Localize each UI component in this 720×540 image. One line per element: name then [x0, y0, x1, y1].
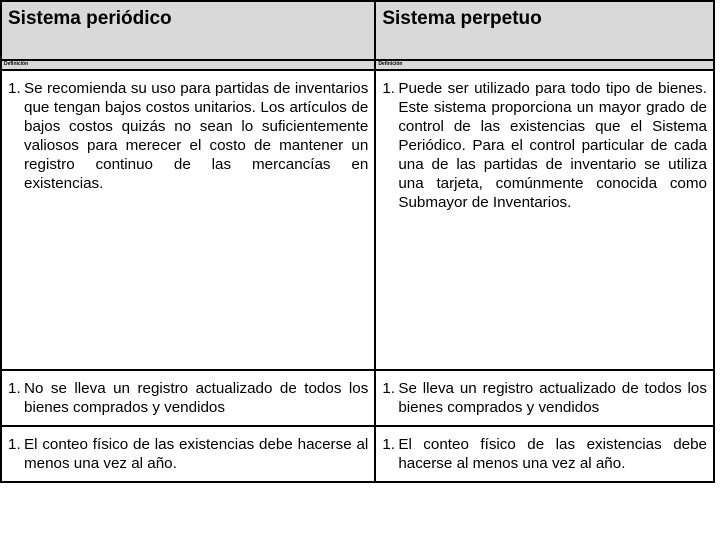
item-number: 1. — [380, 435, 398, 473]
subheader-right: Definición — [375, 60, 714, 70]
item-text: Se recomienda su uso para partidas de in… — [24, 79, 368, 193]
cell-right: 1. Se lleva un registro actualizado de t… — [375, 370, 714, 426]
list-item: 1. El conteo físico de las existencias d… — [380, 435, 707, 473]
item-number: 1. — [6, 79, 24, 193]
item-number: 1. — [6, 379, 24, 417]
subheader-left: Definición — [1, 60, 375, 70]
item-text: Se lleva un registro actualizado de todo… — [398, 379, 707, 417]
cell-left: 1. El conteo físico de las existencias d… — [1, 426, 375, 482]
list-item: 1. El conteo físico de las existencias d… — [6, 435, 368, 473]
table-row: 1. Se recomienda su uso para partidas de… — [1, 70, 714, 370]
item-text: El conteo físico de las existencias debe… — [24, 435, 368, 473]
list-item: 1. No se lleva un registro actualizado d… — [6, 379, 368, 417]
list-item: 1. Se lleva un registro actualizado de t… — [380, 379, 707, 417]
list-item: 1. Puede ser utilizado para todo tipo de… — [380, 79, 707, 212]
cell-right: 1. El conteo físico de las existencias d… — [375, 426, 714, 482]
subheader-row: Definición Definición — [1, 60, 714, 70]
table-row: 1. El conteo físico de las existencias d… — [1, 426, 714, 482]
comparison-table: Sistema periódico Sistema perpetuo Defin… — [0, 0, 715, 483]
list-item: 1. Se recomienda su uso para partidas de… — [6, 79, 368, 193]
cell-left: 1. No se lleva un registro actualizado d… — [1, 370, 375, 426]
item-number: 1. — [380, 379, 398, 417]
header-left: Sistema periódico — [1, 1, 375, 60]
cell-right: 1. Puede ser utilizado para todo tipo de… — [375, 70, 714, 370]
item-number: 1. — [380, 79, 398, 212]
item-text: No se lleva un registro actualizado de t… — [24, 379, 368, 417]
header-row: Sistema periódico Sistema perpetuo — [1, 1, 714, 60]
item-text: El conteo físico de las existencias debe… — [398, 435, 707, 473]
item-text: Puede ser utilizado para todo tipo de bi… — [398, 79, 707, 212]
header-right: Sistema perpetuo — [375, 1, 714, 60]
cell-left: 1. Se recomienda su uso para partidas de… — [1, 70, 375, 370]
item-number: 1. — [6, 435, 24, 473]
table-row: 1. No se lleva un registro actualizado d… — [1, 370, 714, 426]
